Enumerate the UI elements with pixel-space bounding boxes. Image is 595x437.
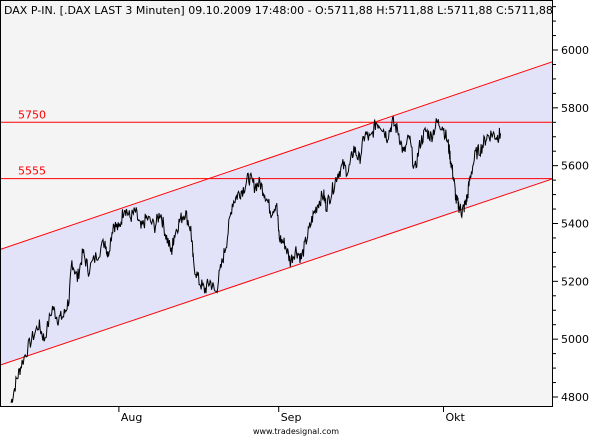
level-label: 5750 [18, 108, 46, 121]
y-tick-label: 6000 [561, 44, 589, 57]
x-axis: Aug Sep Okt [118, 407, 466, 424]
x-tick-label: Okt [446, 411, 466, 424]
trend-channel-fill [0, 61, 553, 366]
price-series [10, 115, 501, 403]
x-tick-label: Sep [281, 411, 302, 424]
level-label: 5555 [18, 165, 46, 178]
y-tick-label: 5600 [561, 160, 589, 173]
price-series-line [10, 115, 501, 403]
x-tick-label: Aug [121, 411, 142, 424]
y-axis: 4800 5000 5200 5400 5600 5800 6000 [553, 6, 589, 404]
watermark-text: www.tradesignal.com [253, 427, 339, 436]
horizontal-level-lines: 5750 5555 [0, 108, 553, 180]
y-tick-label: 5200 [561, 275, 589, 288]
plot-frame [0, 0, 553, 407]
y-tick-label: 4800 [561, 391, 589, 404]
chart-title: DAX P-IN. [.DAX LAST 3 Minuten] 09.10.20… [4, 4, 553, 17]
y-tick-label: 5000 [561, 333, 589, 346]
y-tick-label: 5800 [561, 102, 589, 115]
y-tick-label: 5400 [561, 218, 589, 231]
trend-channel-upper-line [0, 61, 554, 250]
